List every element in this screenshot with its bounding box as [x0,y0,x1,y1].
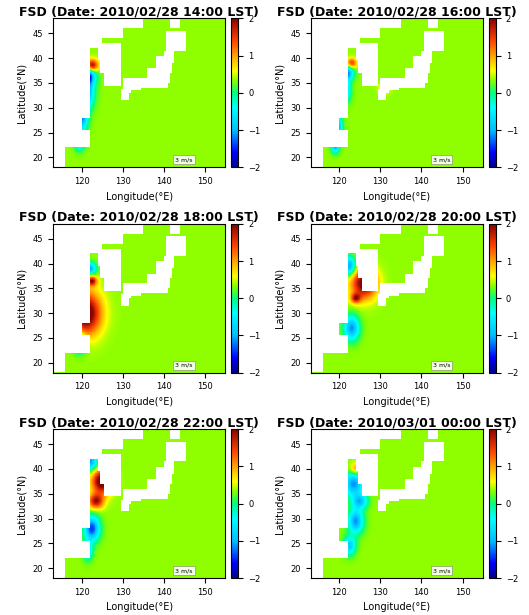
Text: 3 m/s: 3 m/s [433,157,450,162]
X-axis label: Longitude(°E): Longitude(°E) [106,602,173,613]
Title: FSD (Date: 2010/02/28 14:00 LST): FSD (Date: 2010/02/28 14:00 LST) [19,6,259,18]
Y-axis label: Latitude(°N): Latitude(°N) [275,63,285,123]
X-axis label: Longitude(°E): Longitude(°E) [106,191,173,202]
Title: FSD (Date: 2010/02/28 16:00 LST): FSD (Date: 2010/02/28 16:00 LST) [277,6,517,18]
Title: FSD (Date: 2010/03/01 00:00 LST): FSD (Date: 2010/03/01 00:00 LST) [277,416,517,429]
Y-axis label: Latitude(°N): Latitude(°N) [17,268,27,328]
Text: 3 m/s: 3 m/s [175,157,193,162]
X-axis label: Longitude(°E): Longitude(°E) [363,191,431,202]
Y-axis label: Latitude(°N): Latitude(°N) [17,63,27,123]
Text: 3 m/s: 3 m/s [433,363,450,368]
Text: 3 m/s: 3 m/s [175,363,193,368]
Text: 3 m/s: 3 m/s [433,568,450,573]
Y-axis label: Latitude(°N): Latitude(°N) [275,268,285,328]
Title: FSD (Date: 2010/02/28 20:00 LST): FSD (Date: 2010/02/28 20:00 LST) [277,211,517,224]
X-axis label: Longitude(°E): Longitude(°E) [363,397,431,407]
Title: FSD (Date: 2010/02/28 22:00 LST): FSD (Date: 2010/02/28 22:00 LST) [19,416,259,429]
X-axis label: Longitude(°E): Longitude(°E) [363,602,431,613]
Y-axis label: Latitude(°N): Latitude(°N) [275,474,285,534]
Y-axis label: Latitude(°N): Latitude(°N) [17,474,27,534]
Text: 3 m/s: 3 m/s [175,568,193,573]
Title: FSD (Date: 2010/02/28 18:00 LST): FSD (Date: 2010/02/28 18:00 LST) [19,211,259,224]
X-axis label: Longitude(°E): Longitude(°E) [106,397,173,407]
